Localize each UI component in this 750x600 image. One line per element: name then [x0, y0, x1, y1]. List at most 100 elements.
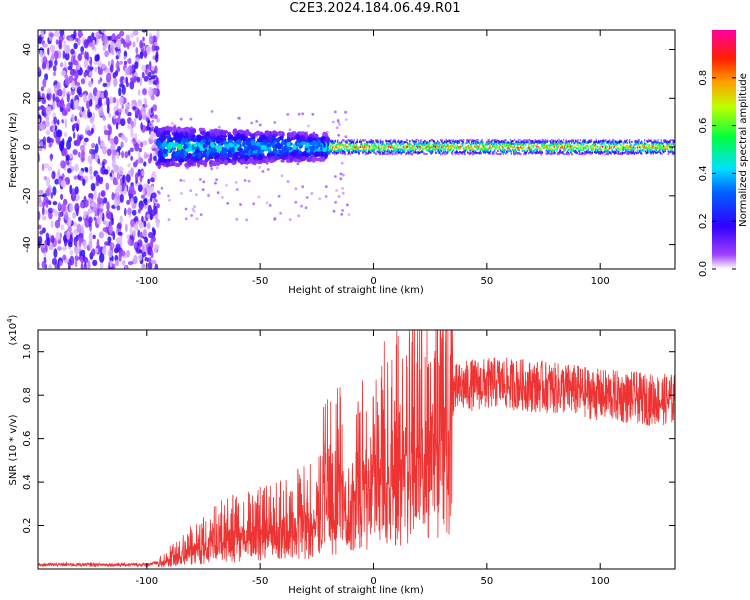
heatmap-cell: [577, 147, 579, 150]
heatmap-cell: [501, 149, 503, 152]
heatmap-cell: [453, 145, 455, 147]
heatmap-cell: [270, 135, 276, 142]
heatmap-cell: [184, 151, 188, 157]
heatmap-cell: [635, 139, 637, 142]
heatmap-cell: [503, 151, 505, 154]
heatmap-cell: [609, 151, 612, 154]
x-tick-label: -50: [252, 576, 268, 587]
heatmap-cell: [239, 203, 242, 206]
heatmap-cell: [344, 140, 347, 143]
heatmap-cell: [435, 151, 437, 154]
heatmap-cell: [395, 142, 397, 145]
heatmap-cell: [74, 186, 79, 195]
heatmap-cell: [461, 144, 463, 147]
heatmap-cell: [143, 197, 148, 206]
heatmap-cell: [612, 140, 614, 143]
heatmap-cell: [117, 222, 122, 230]
heatmap-cell: [390, 146, 392, 149]
heatmap-cell: [532, 150, 534, 152]
heatmap-cell: [606, 149, 609, 152]
heatmap-cell: [499, 143, 501, 146]
heatmap-cell: [583, 141, 585, 144]
heatmap-cell: [464, 149, 466, 152]
heatmap-cell: [50, 192, 54, 199]
heatmap-cell: [57, 216, 61, 222]
heatmap-cell: [89, 148, 95, 155]
heatmap-cell: [307, 124, 310, 128]
heatmap-cell: [588, 139, 590, 142]
heatmap-cell: [530, 150, 532, 153]
heatmap-cell: [195, 217, 199, 221]
heatmap-cell: [480, 140, 482, 143]
heatmap-cell: [545, 152, 547, 155]
heatmap-cell: [355, 141, 358, 144]
heatmap-cell: [539, 150, 541, 152]
heatmap-cell: [367, 152, 369, 155]
heatmap-cell: [451, 146, 453, 149]
snr-y-label: SNR (10 * v/v): [8, 414, 19, 485]
heatmap-cell: [335, 126, 339, 130]
snr-y-multiplier: (x104): [6, 314, 19, 345]
heatmap-cell: [460, 152, 463, 154]
heatmap-cell: [566, 145, 568, 148]
heatmap-cell: [320, 152, 325, 157]
heatmap-cell: [583, 147, 585, 150]
heatmap-cell: [663, 139, 666, 142]
heatmap-cell: [431, 146, 433, 149]
heatmap-cell: [556, 148, 559, 151]
heatmap-cell: [586, 150, 588, 153]
heatmap-cell: [503, 141, 505, 144]
heatmap-cell: [53, 116, 58, 125]
heatmap-cell: [475, 138, 478, 141]
heatmap-cell: [472, 140, 474, 143]
heatmap-cell: [64, 132, 67, 138]
heatmap-cell: [513, 149, 516, 151]
heatmap-cell: [149, 185, 153, 188]
heatmap-cell: [68, 265, 71, 269]
heatmap-cell: [124, 265, 128, 269]
heatmap-cell: [378, 150, 380, 153]
heatmap-cell: [608, 149, 610, 152]
heatmap-cell: [42, 43, 49, 48]
heatmap-cell: [436, 143, 439, 146]
heatmap-cell: [237, 116, 241, 120]
heatmap-cell: [332, 146, 335, 149]
heatmap-cell: [656, 146, 658, 149]
heatmap-cell: [196, 134, 202, 141]
heatmap-cell: [428, 145, 430, 148]
heatmap-cell: [131, 120, 134, 129]
heatmap-cell: [657, 138, 659, 141]
heatmap-cell: [379, 148, 382, 151]
heatmap-cell: [93, 189, 97, 200]
heatmap-cell: [671, 139, 674, 142]
heatmap-cell: [408, 146, 410, 149]
heatmap-cell: [131, 209, 137, 216]
heatmap-cell: [52, 124, 55, 133]
heatmap-cell: [482, 141, 484, 144]
heatmap-cell: [526, 147, 528, 150]
heatmap-cell: [544, 143, 546, 146]
heatmap-cell: [574, 141, 576, 144]
heatmap-cell: [337, 151, 340, 154]
heatmap-cell: [520, 141, 522, 144]
heatmap-cell: [553, 145, 555, 148]
heatmap-cell: [121, 150, 125, 159]
heatmap-cell: [91, 127, 94, 135]
heatmap-cell: [109, 260, 113, 268]
heatmap-cell: [108, 112, 112, 118]
heatmap-cell: [490, 147, 492, 150]
heatmap-cell: [548, 146, 551, 149]
heatmap-cell: [77, 106, 82, 111]
heatmap-cell: [111, 217, 114, 226]
heatmap-cell: [348, 149, 350, 152]
heatmap-cell: [406, 139, 409, 142]
heatmap-cell: [655, 141, 658, 144]
heatmap-cell: [590, 138, 593, 141]
heatmap-cell: [544, 144, 547, 146]
heatmap-cell: [99, 77, 103, 82]
heatmap-cell: [73, 59, 79, 66]
heatmap-cell: [67, 168, 72, 174]
heatmap-cell: [430, 152, 432, 155]
heatmap-cell: [339, 148, 341, 151]
heatmap-cell: [148, 71, 152, 78]
